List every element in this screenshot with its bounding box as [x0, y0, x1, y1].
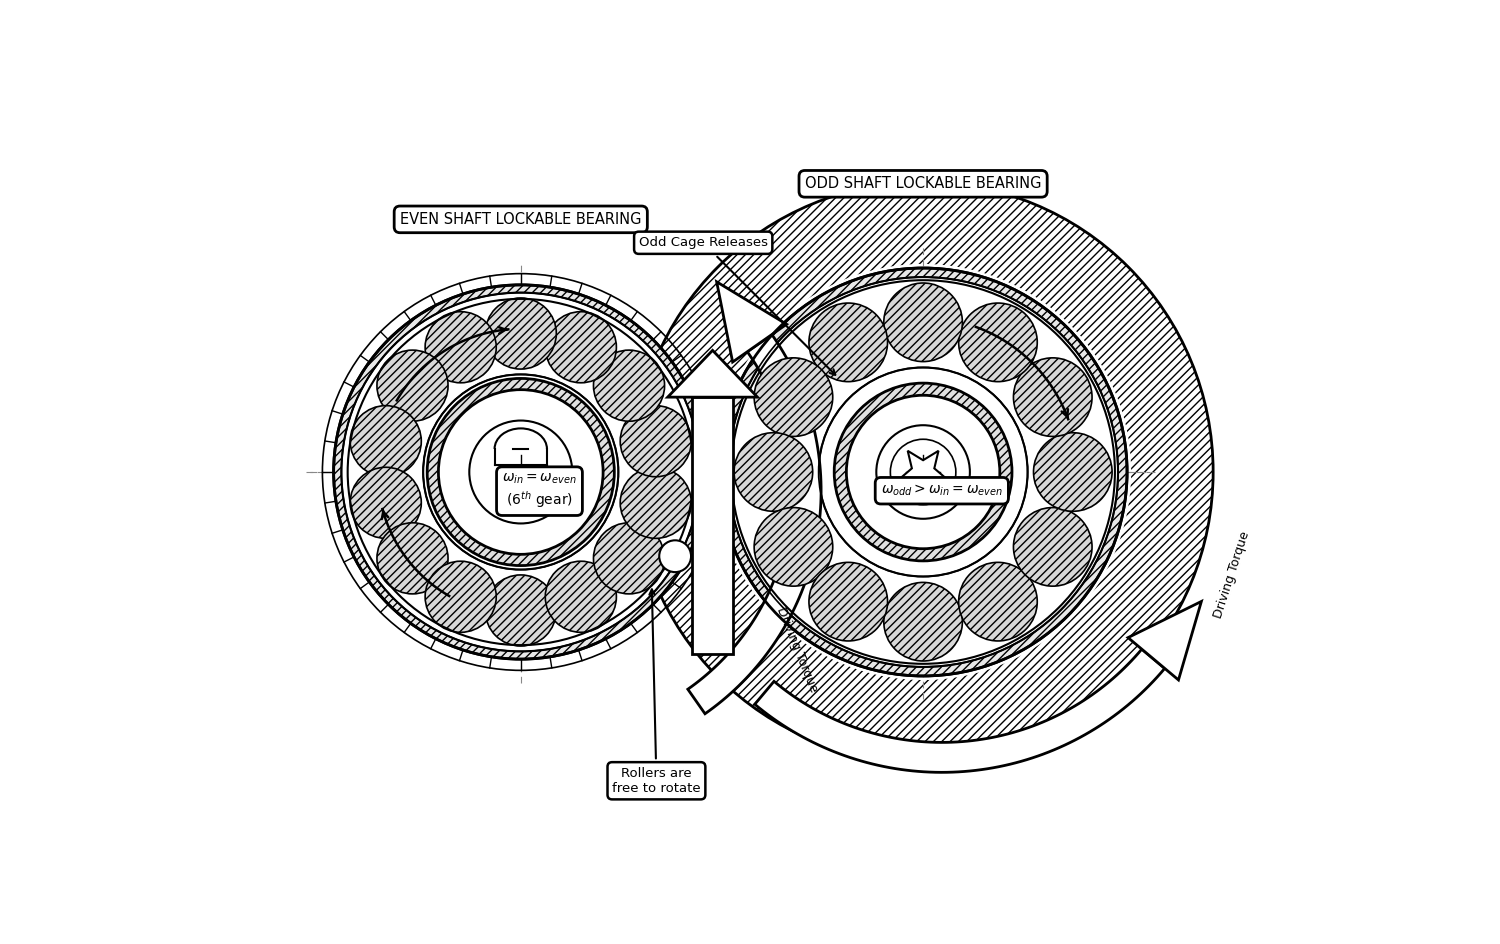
Circle shape	[834, 383, 1013, 561]
Circle shape	[620, 467, 692, 538]
Circle shape	[958, 563, 1036, 641]
Circle shape	[348, 299, 694, 645]
Circle shape	[958, 303, 1036, 381]
Circle shape	[620, 406, 692, 477]
Circle shape	[424, 312, 496, 382]
Circle shape	[884, 582, 963, 661]
Circle shape	[376, 350, 448, 421]
Circle shape	[546, 562, 616, 632]
Circle shape	[734, 432, 813, 512]
Circle shape	[658, 540, 692, 572]
Circle shape	[732, 280, 1114, 664]
Circle shape	[423, 375, 618, 569]
Text: EVEN SHAFT LOCKABLE BEARING: EVEN SHAFT LOCKABLE BEARING	[400, 211, 642, 227]
Polygon shape	[717, 282, 786, 362]
Circle shape	[427, 379, 615, 565]
Text: $\omega_{odd} > \omega_{in} = \omega_{even}$: $\omega_{odd} > \omega_{in} = \omega_{ev…	[880, 483, 1004, 498]
Circle shape	[920, 468, 927, 476]
Circle shape	[754, 358, 833, 436]
Circle shape	[808, 563, 888, 641]
Circle shape	[438, 390, 603, 554]
Circle shape	[754, 508, 833, 586]
Circle shape	[348, 299, 694, 645]
Circle shape	[594, 523, 664, 594]
Polygon shape	[898, 451, 948, 498]
Text: ODD SHAFT LOCKABLE BEARING: ODD SHAFT LOCKABLE BEARING	[806, 177, 1041, 192]
Circle shape	[1014, 358, 1092, 436]
Polygon shape	[1128, 601, 1202, 680]
Circle shape	[342, 293, 700, 651]
Polygon shape	[668, 350, 758, 397]
Circle shape	[633, 182, 1214, 762]
Polygon shape	[692, 397, 734, 654]
Circle shape	[884, 283, 963, 362]
Circle shape	[728, 278, 1118, 666]
Circle shape	[333, 285, 708, 659]
Text: Rollers are
free to rotate: Rollers are free to rotate	[612, 589, 701, 795]
Circle shape	[518, 468, 525, 476]
Text: Driving Torque: Driving Torque	[774, 605, 820, 694]
Text: Driving Torque: Driving Torque	[1212, 530, 1252, 620]
Circle shape	[732, 280, 1114, 664]
Circle shape	[594, 350, 664, 421]
Polygon shape	[754, 649, 1164, 772]
Polygon shape	[688, 334, 820, 714]
Circle shape	[470, 420, 572, 524]
Circle shape	[808, 303, 888, 381]
Circle shape	[846, 396, 1000, 548]
Circle shape	[484, 575, 556, 646]
Circle shape	[424, 562, 496, 632]
Circle shape	[350, 406, 422, 477]
Circle shape	[1014, 508, 1092, 586]
Circle shape	[484, 298, 556, 369]
Circle shape	[876, 425, 971, 519]
Circle shape	[546, 312, 616, 382]
Circle shape	[730, 279, 1116, 665]
Circle shape	[716, 264, 1131, 680]
Circle shape	[376, 523, 448, 594]
Text: $\omega_{in} = \omega_{even}$
$(6^{th}$ gear$)$: $\omega_{in} = \omega_{even}$ $(6^{th}$ …	[503, 471, 578, 510]
Circle shape	[819, 367, 1028, 577]
Circle shape	[344, 295, 699, 649]
Circle shape	[1034, 432, 1112, 512]
Circle shape	[350, 467, 422, 538]
Circle shape	[718, 268, 1126, 676]
Text: Odd Cage Releases: Odd Cage Releases	[639, 236, 836, 375]
